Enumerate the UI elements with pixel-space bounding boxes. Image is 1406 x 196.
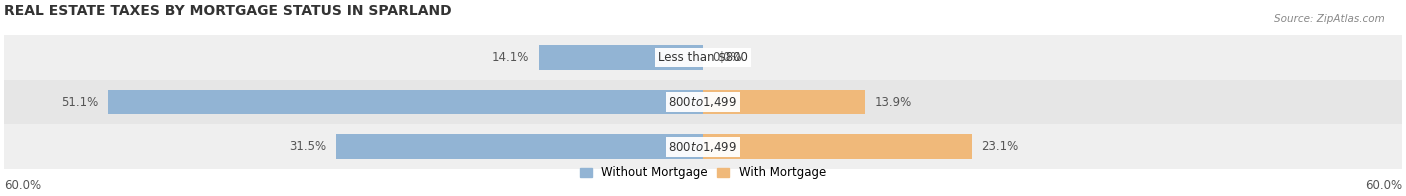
Text: 23.1%: 23.1% xyxy=(981,140,1018,153)
Text: $800 to $1,499: $800 to $1,499 xyxy=(668,95,738,109)
Text: 51.1%: 51.1% xyxy=(62,96,98,109)
Legend: Without Mortgage, With Mortgage: Without Mortgage, With Mortgage xyxy=(575,162,831,184)
Text: REAL ESTATE TAXES BY MORTGAGE STATUS IN SPARLAND: REAL ESTATE TAXES BY MORTGAGE STATUS IN … xyxy=(4,4,451,18)
Bar xyxy=(336,134,703,159)
Bar xyxy=(703,134,972,159)
Bar xyxy=(703,90,865,114)
Text: 60.0%: 60.0% xyxy=(1365,179,1402,192)
Bar xyxy=(538,45,703,70)
Text: 14.1%: 14.1% xyxy=(492,51,530,64)
Text: Less than $800: Less than $800 xyxy=(658,51,748,64)
Bar xyxy=(4,124,1402,169)
Text: 60.0%: 60.0% xyxy=(4,179,41,192)
Text: Source: ZipAtlas.com: Source: ZipAtlas.com xyxy=(1274,14,1385,24)
Text: 31.5%: 31.5% xyxy=(290,140,326,153)
Bar xyxy=(4,80,1402,124)
Bar xyxy=(108,90,703,114)
Text: 13.9%: 13.9% xyxy=(875,96,911,109)
Text: 0.0%: 0.0% xyxy=(713,51,742,64)
Bar xyxy=(4,35,1402,80)
Text: $800 to $1,499: $800 to $1,499 xyxy=(668,140,738,154)
